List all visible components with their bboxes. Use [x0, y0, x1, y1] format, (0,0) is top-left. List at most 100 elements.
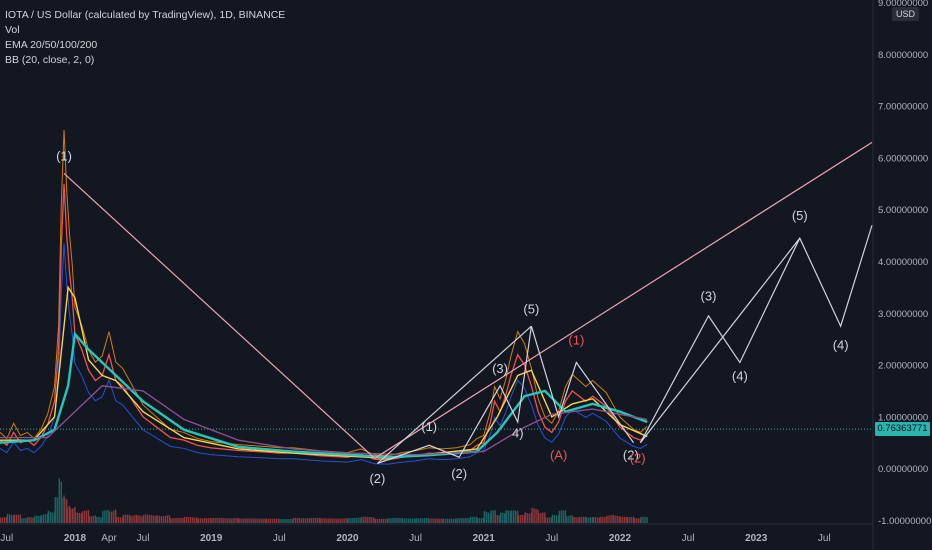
volume-bar	[537, 509, 539, 523]
volume-bar	[606, 515, 608, 523]
volume-bar	[237, 517, 239, 523]
volume-bar	[558, 510, 561, 523]
volume-bar	[92, 515, 94, 523]
volume-bar	[12, 515, 15, 523]
currency-label[interactable]: USD	[892, 7, 920, 21]
volume-bar	[312, 517, 315, 523]
volume-bar	[143, 514, 145, 523]
volume-bar	[149, 514, 151, 523]
volume-bar	[74, 512, 77, 523]
volume-bar	[83, 510, 86, 523]
volume-bar	[42, 514, 45, 523]
volume-bar	[640, 516, 642, 523]
volume-bar	[40, 514, 43, 523]
volume-bar	[628, 517, 631, 523]
volume-bar	[468, 517, 470, 523]
indicator-ema[interactable]: EMA 20/50/100/200	[5, 39, 98, 51]
wave-label: (2)	[369, 471, 385, 486]
volume-bar	[565, 516, 567, 523]
volume-bar	[197, 518, 199, 523]
volume-bar	[24, 518, 26, 523]
volume-bar	[417, 518, 419, 523]
volume-bar	[450, 518, 453, 523]
volume-bar	[371, 517, 373, 523]
indicator-bb[interactable]: BB (20, close, 2, 0)	[5, 54, 95, 66]
volume-bar	[115, 509, 117, 523]
volume-bar	[367, 516, 369, 523]
volume-bar	[302, 518, 305, 523]
volume-bar	[129, 516, 131, 523]
volume-bar	[530, 512, 532, 523]
volume-bar	[164, 515, 167, 523]
x-tick-label: Jul	[818, 533, 831, 544]
volume-bar	[20, 518, 22, 523]
volume-bar	[338, 518, 340, 523]
volume-bar	[283, 519, 285, 523]
volume-bar	[72, 508, 74, 523]
volume-bar	[221, 517, 223, 523]
volume-bar	[425, 517, 427, 523]
wave-line	[377, 326, 635, 465]
volume-bar	[85, 510, 88, 523]
volume-bar	[512, 510, 515, 523]
volume-bar	[121, 517, 124, 523]
wave-line	[639, 225, 873, 444]
volume-bar	[176, 517, 178, 523]
volume-bar	[519, 515, 522, 523]
volume-bar	[441, 518, 443, 523]
volume-bar	[405, 518, 408, 523]
volume-bar	[213, 517, 215, 523]
volume-bar	[483, 511, 486, 523]
volume-bar	[68, 505, 71, 523]
volume-bar	[446, 518, 449, 523]
y-tick-label: 3.00000000	[878, 309, 928, 320]
wave-label: 4)	[512, 426, 524, 441]
volume-bar	[535, 508, 537, 523]
volume-bar	[594, 517, 597, 523]
volume-bar	[505, 510, 507, 523]
volume-bar	[472, 516, 474, 523]
y-tick-label: 6.00000000	[878, 153, 928, 164]
volume-bar	[15, 514, 18, 523]
volume-bar	[564, 510, 567, 523]
indicator-vol[interactable]: Vol	[5, 24, 20, 36]
volume-bar	[626, 517, 629, 523]
volume-bar	[444, 518, 447, 523]
wave-label: (2)	[623, 447, 639, 462]
volume-bar	[585, 517, 588, 523]
wave-label: (5)	[523, 301, 539, 316]
volume-bar	[409, 518, 412, 523]
wave-label: (1)	[56, 149, 72, 164]
volume-bar	[180, 517, 182, 523]
volume-bar	[526, 513, 528, 523]
volume-bar	[104, 510, 106, 523]
volume-bar	[394, 517, 396, 523]
x-tick-label: Jul	[137, 533, 150, 544]
ema-line	[0, 285, 648, 459]
volume-bar	[608, 515, 610, 523]
volume-bar	[193, 517, 196, 523]
price-line	[0, 183, 648, 461]
wave-label: (4)	[732, 369, 748, 384]
volume-bar	[545, 517, 547, 523]
volume-bar	[38, 515, 40, 523]
volume-bar	[353, 517, 355, 523]
volume-bar	[160, 516, 163, 523]
volume-bar	[145, 514, 147, 523]
volume-bar	[203, 518, 205, 523]
volume-bar	[351, 517, 353, 523]
volume-bar	[316, 517, 319, 523]
volume-bar	[334, 518, 336, 523]
volume-bar	[480, 518, 483, 523]
symbol-title[interactable]: IOTA / US Dollar (calculated by TradingV…	[5, 9, 286, 21]
volume-bar	[117, 517, 120, 523]
volume-bar	[415, 518, 417, 523]
volume-bar	[567, 516, 569, 523]
volume-bar	[248, 518, 250, 523]
volume-bar	[54, 497, 56, 523]
volume-bar	[306, 518, 309, 523]
volume-bar	[269, 518, 272, 523]
volume-bar	[349, 518, 351, 523]
volume-bar	[102, 510, 104, 523]
